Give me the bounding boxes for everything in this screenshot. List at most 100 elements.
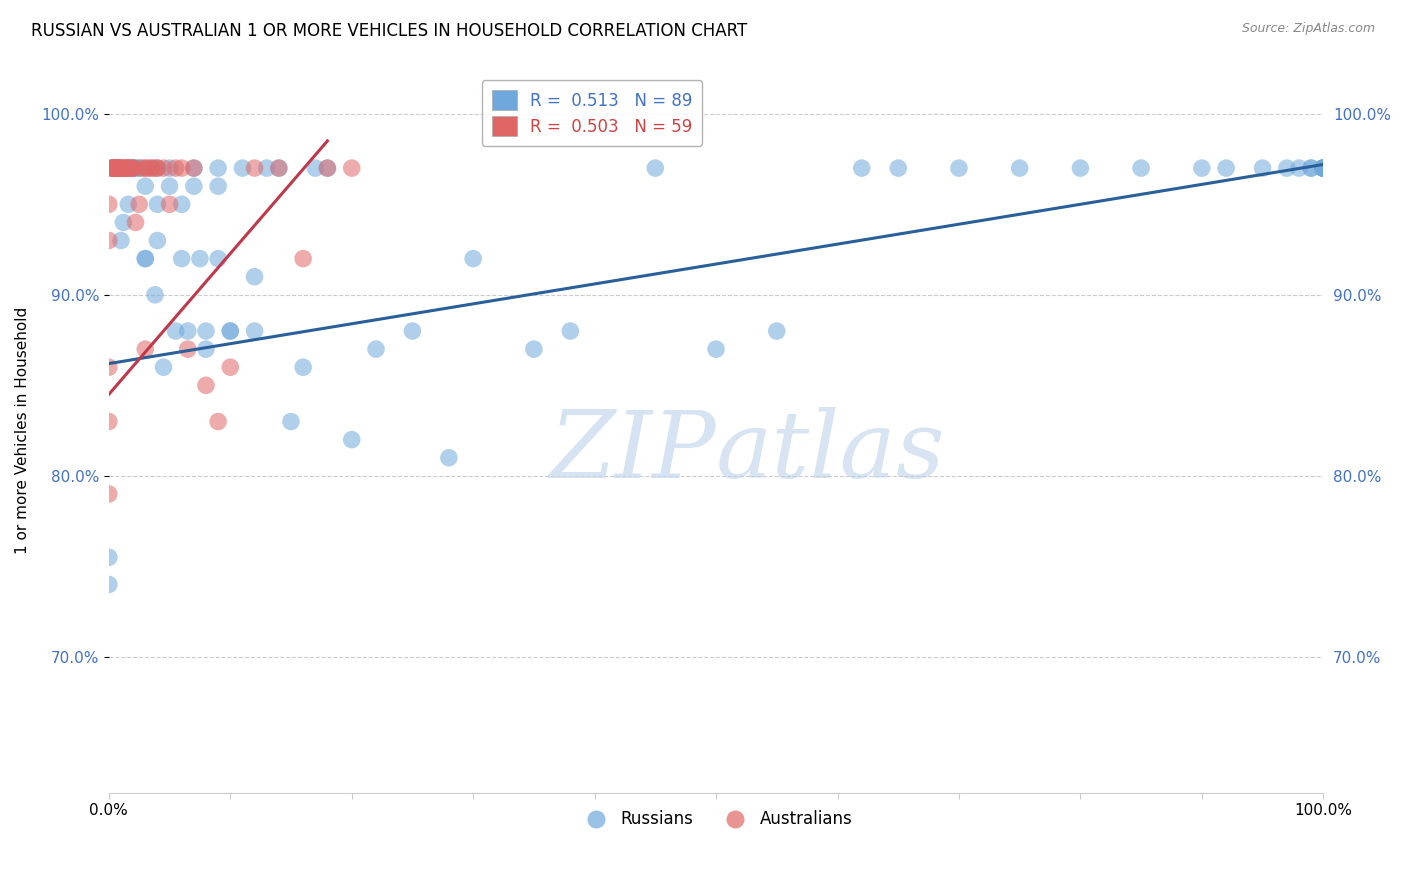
Legend: Russians, Australians: Russians, Australians [572, 804, 859, 835]
Point [136, 161, 159, 175]
Point [103, 161, 125, 175]
Point [101, 161, 124, 175]
Point [1191, 161, 1213, 175]
Point [243, 324, 266, 338]
Point [280, 415, 302, 429]
Point [267, 161, 290, 175]
Point [124, 215, 146, 229]
Point [104, 161, 127, 175]
Point [104, 161, 127, 175]
Point [97, 550, 120, 565]
Point [195, 378, 218, 392]
Point [1215, 161, 1237, 175]
Point [112, 215, 135, 229]
Point [219, 324, 242, 338]
Point [292, 252, 315, 266]
Point [141, 161, 163, 175]
Point [146, 197, 169, 211]
Point [207, 161, 229, 175]
Point [1312, 161, 1334, 175]
Point [134, 252, 156, 266]
Point [183, 161, 205, 175]
Point [1130, 161, 1153, 175]
Point [1312, 161, 1334, 175]
Point [463, 252, 485, 266]
Point [1008, 161, 1031, 175]
Point [159, 161, 181, 175]
Point [243, 161, 266, 175]
Point [117, 197, 139, 211]
Point [143, 161, 166, 175]
Point [152, 360, 174, 375]
Point [101, 161, 124, 175]
Point [146, 161, 169, 175]
Point [108, 161, 131, 175]
Point [110, 161, 132, 175]
Point [115, 161, 138, 175]
Point [97, 415, 120, 429]
Point [1312, 161, 1334, 175]
Point [112, 161, 135, 175]
Point [437, 450, 460, 465]
Point [1069, 161, 1091, 175]
Point [304, 161, 326, 175]
Point [1312, 161, 1334, 175]
Point [159, 197, 181, 211]
Point [114, 161, 136, 175]
Point [110, 161, 132, 175]
Point [110, 234, 132, 248]
Y-axis label: 1 or more Vehicles in Household: 1 or more Vehicles in Household [15, 307, 30, 554]
Point [1251, 161, 1274, 175]
Point [97, 487, 120, 501]
Point [177, 324, 200, 338]
Point [316, 161, 339, 175]
Point [851, 161, 873, 175]
Point [134, 342, 156, 356]
Point [115, 161, 138, 175]
Point [1312, 161, 1334, 175]
Point [134, 161, 156, 175]
Point [340, 433, 363, 447]
Point [97, 197, 120, 211]
Point [1312, 161, 1334, 175]
Point [560, 324, 582, 338]
Point [120, 161, 142, 175]
Point [364, 342, 387, 356]
Point [134, 179, 156, 194]
Text: Source: ZipAtlas.com: Source: ZipAtlas.com [1241, 22, 1375, 36]
Point [115, 161, 138, 175]
Point [165, 161, 187, 175]
Point [1312, 161, 1334, 175]
Point [107, 161, 129, 175]
Text: RUSSIAN VS AUSTRALIAN 1 OR MORE VEHICLES IN HOUSEHOLD CORRELATION CHART: RUSSIAN VS AUSTRALIAN 1 OR MORE VEHICLES… [31, 22, 747, 40]
Point [523, 342, 546, 356]
Point [143, 288, 166, 302]
Point [170, 197, 193, 211]
Point [107, 161, 129, 175]
Point [103, 161, 125, 175]
Point [267, 161, 290, 175]
Point [124, 161, 146, 175]
Point [207, 415, 229, 429]
Point [120, 161, 142, 175]
Point [177, 342, 200, 356]
Point [1288, 161, 1310, 175]
Point [117, 161, 139, 175]
Point [256, 161, 278, 175]
Point [948, 161, 970, 175]
Point [316, 161, 339, 175]
Point [243, 269, 266, 284]
Point [165, 324, 187, 338]
Point [97, 360, 120, 375]
Point [103, 161, 125, 175]
Point [97, 577, 120, 591]
Point [170, 252, 193, 266]
Point [146, 234, 169, 248]
Point [146, 161, 169, 175]
Point [122, 161, 145, 175]
Point [292, 360, 315, 375]
Point [141, 161, 163, 175]
Point [340, 161, 363, 175]
Point [128, 197, 150, 211]
Point [188, 252, 211, 266]
